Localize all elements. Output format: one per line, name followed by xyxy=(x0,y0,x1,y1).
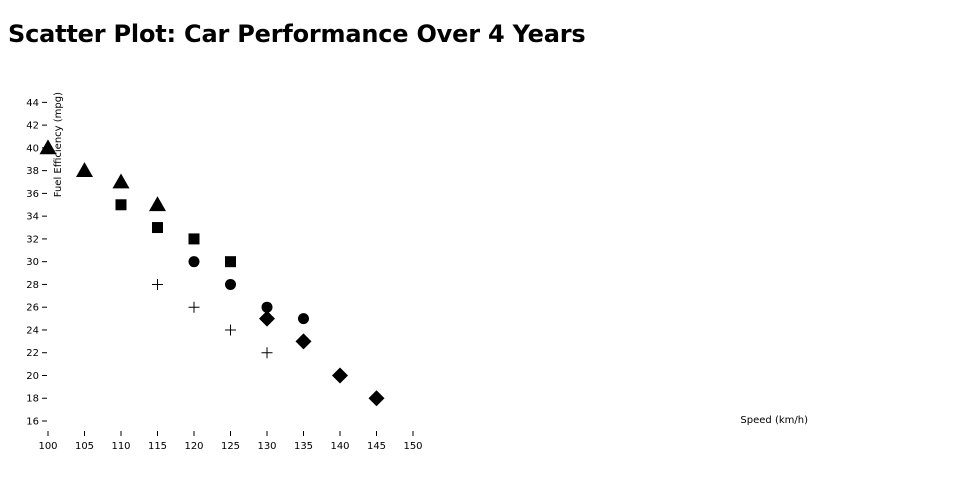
diamond-point xyxy=(259,310,275,327)
circle-point xyxy=(188,256,200,268)
x-tick-label: 115 xyxy=(148,441,167,452)
y-tick-label: 42 xyxy=(26,121,39,132)
x-tick-label: 140 xyxy=(330,441,349,452)
y-tick-label: 24 xyxy=(26,325,39,336)
circle-point xyxy=(298,313,309,325)
data-points xyxy=(39,139,385,407)
triangle-point xyxy=(149,196,166,212)
y-tick-label: 28 xyxy=(26,280,39,291)
y-tick-label: 36 xyxy=(26,189,39,200)
y-tick-label: 44 xyxy=(26,98,39,109)
x-axis: 100 105 110 115 120 125 130 135 140 145 150 xyxy=(38,431,423,452)
cross-point xyxy=(152,278,163,290)
y-tick-label: 26 xyxy=(26,303,39,314)
y-tick-label: 20 xyxy=(26,371,39,382)
square-point xyxy=(152,222,163,234)
x-axis-label: Speed (km/h) xyxy=(740,415,808,426)
chart-title: Scatter Plot: Car Performance Over 4 Yea… xyxy=(8,20,586,48)
y-tick-label: 34 xyxy=(26,212,39,223)
x-tick-label: 100 xyxy=(38,441,57,452)
triangle-point xyxy=(76,162,93,178)
diamond-point xyxy=(332,367,348,384)
y-axis: 16 18 20 22 24 26 28 30 32 34 36 38 40 42 44 xyxy=(26,98,47,428)
y-tick-label: 22 xyxy=(26,348,39,359)
square-point xyxy=(115,199,127,211)
diamond-point xyxy=(295,333,312,350)
diamond-point xyxy=(368,390,385,407)
cross-point xyxy=(225,324,236,336)
square-point xyxy=(188,233,200,245)
cross-point xyxy=(261,347,273,359)
triangle-point xyxy=(112,173,130,189)
x-tick-label: 130 xyxy=(257,441,276,452)
circle-point xyxy=(225,278,236,290)
cross-point xyxy=(188,301,200,313)
y-tick-label: 18 xyxy=(26,394,39,405)
x-tick-label: 125 xyxy=(221,441,240,452)
x-tick-label: 105 xyxy=(75,441,94,452)
x-tick-label: 145 xyxy=(367,441,386,452)
y-axis-label: Fuel Efficiency (mpg) xyxy=(53,92,64,197)
y-tick-label: 32 xyxy=(26,234,39,245)
y-tick-label: 30 xyxy=(26,257,39,268)
y-tick-label: 38 xyxy=(26,166,39,177)
y-tick-label: 16 xyxy=(26,417,39,428)
x-tick-label: 135 xyxy=(294,441,313,452)
circle-point xyxy=(261,301,273,313)
x-tick-label: 120 xyxy=(184,441,203,452)
x-tick-label: 150 xyxy=(403,441,422,452)
y-tick-label: 40 xyxy=(26,143,39,154)
square-point xyxy=(225,256,236,268)
triangle-point xyxy=(39,139,57,155)
x-tick-label: 110 xyxy=(111,441,130,452)
